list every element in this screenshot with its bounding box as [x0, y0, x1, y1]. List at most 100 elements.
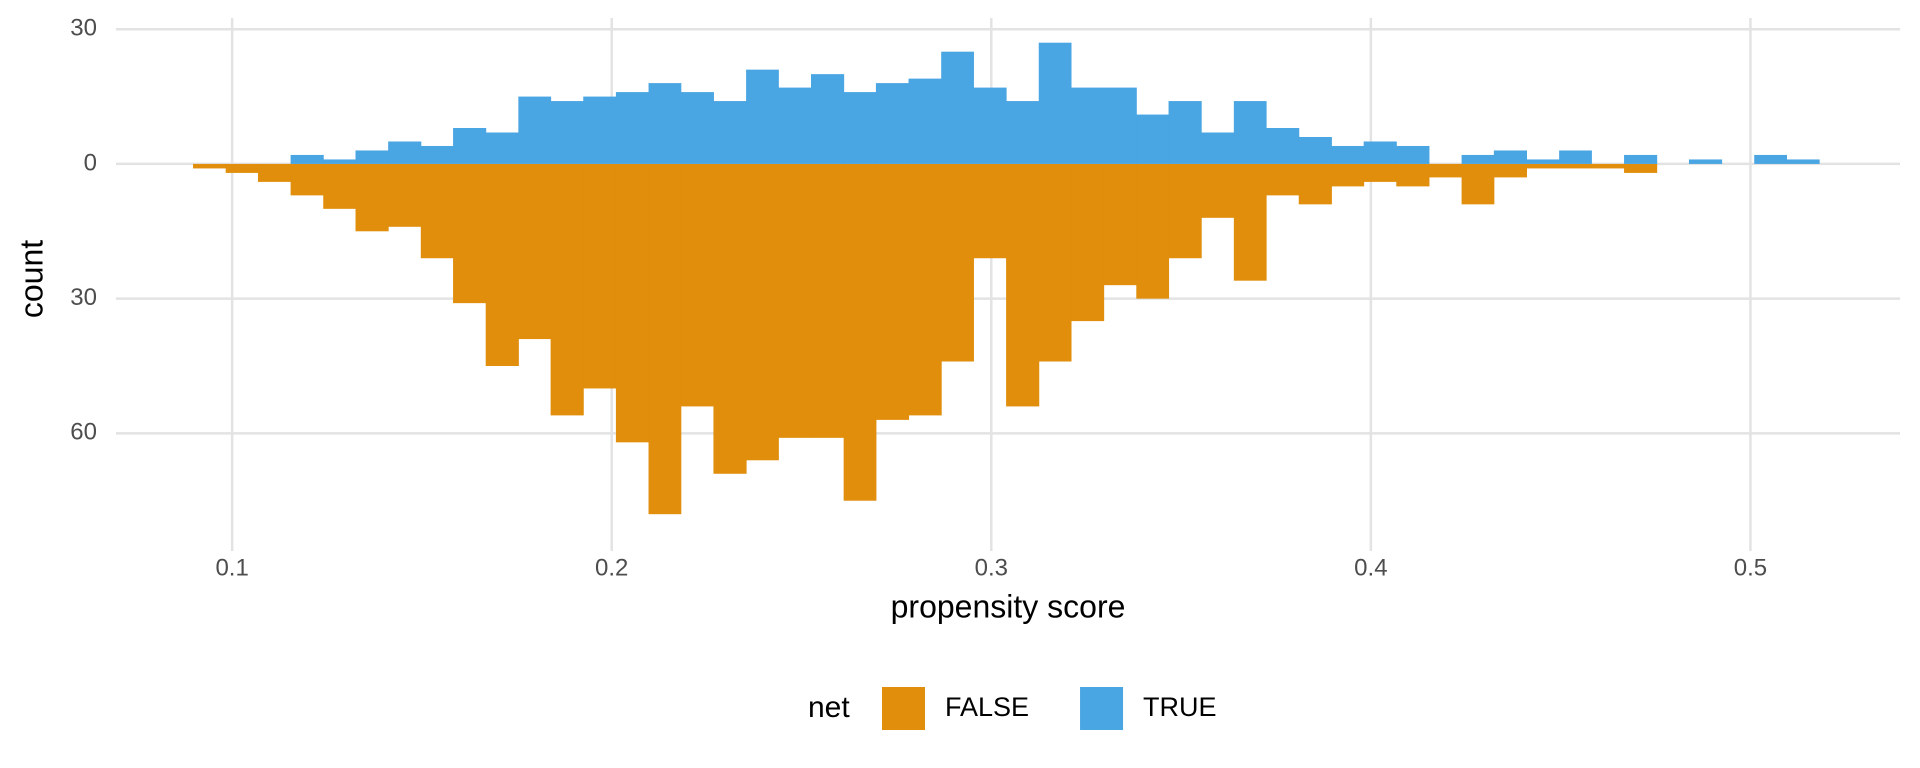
bar [648, 163, 682, 515]
bar [225, 163, 259, 173]
bar [941, 51, 974, 164]
bar [420, 145, 454, 164]
y-tick-label: 0 [84, 149, 97, 176]
bar [485, 163, 519, 366]
bar [388, 141, 422, 164]
bar [1493, 150, 1527, 164]
bar [1624, 154, 1658, 164]
bar [518, 96, 552, 164]
bar [1331, 163, 1365, 187]
bar [323, 159, 357, 164]
bar [615, 163, 650, 443]
bar [1591, 163, 1625, 169]
bar [973, 163, 1007, 259]
bar [648, 83, 682, 164]
bar [908, 78, 942, 164]
bar [1526, 163, 1560, 169]
bar [355, 163, 389, 232]
bar [1559, 163, 1592, 169]
bar [1559, 150, 1592, 164]
bar [1103, 163, 1137, 286]
bar [1786, 159, 1820, 164]
bar [1331, 145, 1365, 164]
bar [811, 74, 845, 164]
bar [746, 69, 779, 164]
bar [420, 163, 454, 259]
bar [1038, 163, 1072, 362]
bar [518, 163, 552, 340]
y-axis-title: count [13, 240, 49, 318]
bar [1266, 128, 1300, 164]
bar [290, 154, 324, 164]
legend-label: FALSE [945, 692, 1029, 722]
bar [941, 163, 974, 362]
bar [713, 101, 747, 164]
bar [1688, 159, 1723, 164]
legend-title: net [808, 691, 850, 724]
legend-label: TRUE [1143, 692, 1217, 722]
bar [485, 132, 519, 164]
bar [193, 163, 227, 169]
x-tick-label: 0.1 [215, 554, 248, 581]
bar [1168, 163, 1202, 259]
bar [1071, 163, 1105, 322]
bar [680, 163, 714, 407]
bar [1754, 154, 1788, 164]
bar [1006, 101, 1040, 164]
bar [1103, 87, 1137, 164]
bar [388, 163, 422, 227]
bar [875, 83, 910, 164]
x-tick-label: 0.4 [1354, 554, 1387, 581]
bar [550, 163, 584, 416]
bar [1038, 42, 1072, 164]
bar [1396, 145, 1430, 164]
bar [811, 163, 845, 438]
bar [550, 101, 584, 164]
bar [1526, 159, 1560, 164]
bar [1006, 163, 1040, 407]
bar [1266, 163, 1300, 196]
bar [1461, 163, 1495, 205]
bar [713, 163, 747, 474]
y-tick-label: 30 [70, 15, 97, 42]
bar [1298, 163, 1332, 205]
bar [1136, 114, 1170, 164]
bar [583, 163, 617, 389]
bar [1363, 163, 1397, 182]
bar [1363, 141, 1397, 164]
bar [615, 92, 650, 164]
bar [290, 163, 324, 196]
bar [1396, 163, 1430, 187]
x-axis-title: propensity score [891, 588, 1126, 624]
bar [843, 92, 877, 164]
legend-key [882, 687, 925, 730]
legend-key [1080, 687, 1124, 730]
bar [1168, 101, 1202, 164]
bar [973, 87, 1007, 164]
bar [1493, 163, 1527, 178]
x-tick-label: 0.5 [1734, 554, 1767, 581]
bar [1233, 101, 1267, 164]
bar [778, 87, 812, 164]
bar [583, 96, 617, 164]
bar [1071, 87, 1105, 164]
bar [1461, 154, 1495, 164]
y-tick-label: 60 [70, 419, 97, 446]
bar [453, 128, 487, 164]
bar [355, 150, 389, 164]
bar [453, 163, 487, 304]
bar [1624, 163, 1658, 173]
bar [1428, 163, 1463, 178]
bar [1201, 163, 1235, 218]
x-tick-label: 0.2 [595, 554, 628, 581]
y-tick-label: 30 [70, 284, 97, 311]
bar [1298, 136, 1332, 164]
bar [908, 163, 942, 416]
bar [746, 163, 779, 461]
bar [875, 163, 910, 420]
bar [680, 92, 714, 164]
bar [1201, 132, 1235, 164]
bar [323, 163, 357, 209]
bar [257, 163, 292, 182]
